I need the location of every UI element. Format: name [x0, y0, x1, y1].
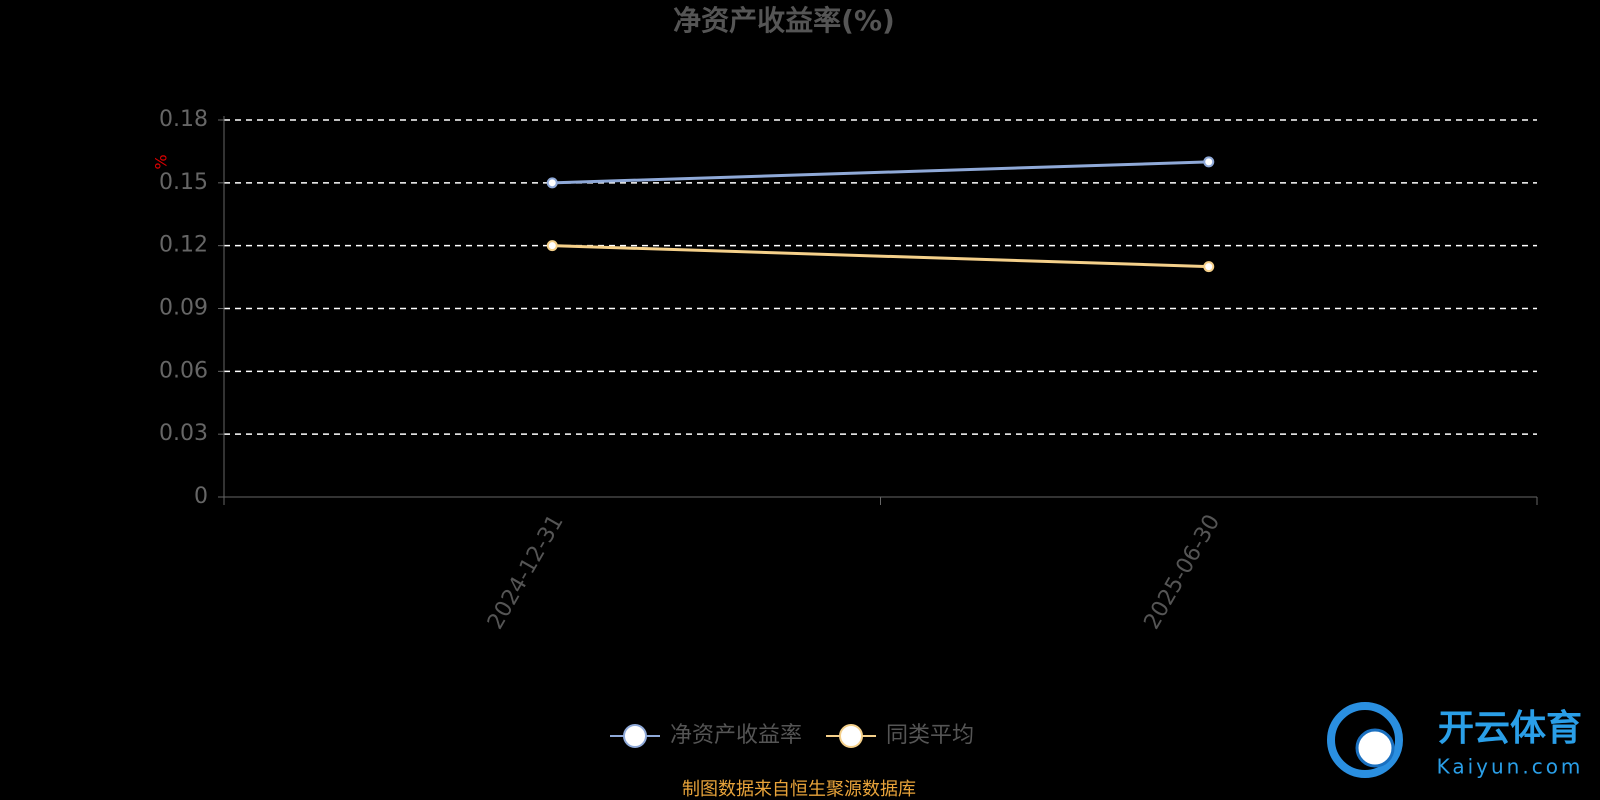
data-point: [546, 177, 558, 189]
data-point: [546, 240, 558, 252]
y-tick-label: 0.15: [159, 170, 208, 195]
y-tick-label: 0: [194, 484, 208, 509]
data-point: [1203, 261, 1215, 273]
watermark-brand: 开云体育: [1438, 708, 1582, 749]
logo-ring: [1327, 702, 1403, 778]
y-axis-label: %: [152, 154, 171, 169]
source-note: 制图数据来自恒生聚源数据库: [682, 779, 916, 800]
chart-title: 净资产收益率(%): [673, 4, 895, 37]
legend: 净资产收益率 同类平均: [610, 723, 974, 748]
legend-item: 净资产收益率: [610, 723, 802, 748]
y-tick-label: 0.12: [159, 233, 208, 258]
legend-label: 同类平均: [886, 723, 974, 748]
legend-item: 同类平均: [826, 723, 974, 748]
logo-ball: [1355, 728, 1395, 768]
watermark: 开云体育 Kaiyun.com: [1327, 702, 1584, 779]
data-point: [1203, 156, 1215, 168]
y-tick-label: 0.06: [159, 358, 208, 383]
watermark-site: Kaiyun.com: [1437, 755, 1584, 779]
series-line: [552, 244, 1209, 269]
legend-label: 净资产收益率: [670, 723, 802, 748]
legend-marker: [839, 724, 864, 748]
x-tick-label: 2024-12-31: [483, 511, 569, 634]
series-line: [552, 160, 1209, 185]
y-tick-label: 0.09: [159, 296, 208, 321]
x-tick-label: 2025-06-30: [1140, 511, 1226, 634]
y-tick-label: 0.03: [159, 421, 208, 446]
legend-marker: [623, 724, 647, 748]
y-tick-label: 0.18: [159, 107, 208, 132]
